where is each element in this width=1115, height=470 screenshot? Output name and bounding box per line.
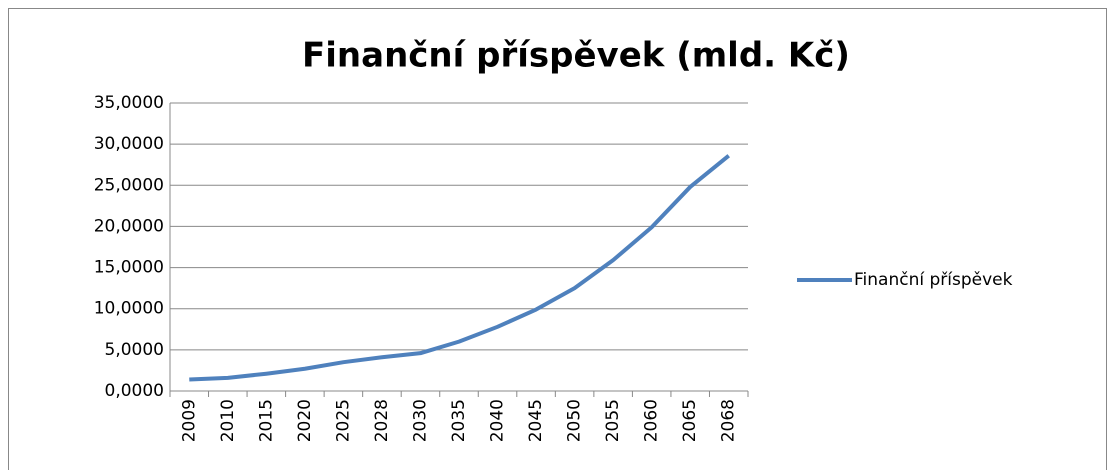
- y-tick-label: 20,0000: [94, 216, 164, 236]
- x-tick-label: 2035: [449, 399, 469, 442]
- x-tick-label: 2010: [218, 399, 238, 442]
- y-tick-label: 25,0000: [94, 175, 164, 195]
- y-tick-label: 0,0000: [105, 381, 164, 401]
- x-tick-label: 2068: [719, 399, 739, 442]
- line-series: [189, 154, 730, 382]
- x-tick-label: 2055: [603, 399, 623, 442]
- y-tick-label: 10,0000: [94, 299, 164, 319]
- x-tick-label: 2030: [410, 399, 430, 442]
- y-tick-label: 35,0000: [94, 93, 164, 113]
- x-tick-label: 2050: [565, 399, 585, 442]
- y-tick-label: 30,0000: [94, 134, 164, 154]
- x-tick-label: 2040: [488, 399, 508, 442]
- x-tick-label: 2015: [256, 399, 276, 442]
- chart-title: Finanční příspěvek (mld. Kč): [302, 36, 850, 76]
- x-tick-label: 2045: [526, 399, 546, 442]
- x-tick-label: 2060: [642, 399, 662, 442]
- y-tick-label: 5,0000: [105, 340, 164, 360]
- x-tick-label: 2028: [372, 399, 392, 442]
- legend-label: Finanční příspěvek: [854, 270, 1013, 290]
- x-tick-label: 2020: [295, 399, 315, 442]
- x-tick-label: 2065: [680, 399, 700, 442]
- chart-frame: [8, 8, 1107, 470]
- x-tick-label: 2025: [333, 399, 353, 442]
- x-tick-label: 2009: [179, 399, 199, 442]
- y-tick-label: 15,0000: [94, 258, 164, 278]
